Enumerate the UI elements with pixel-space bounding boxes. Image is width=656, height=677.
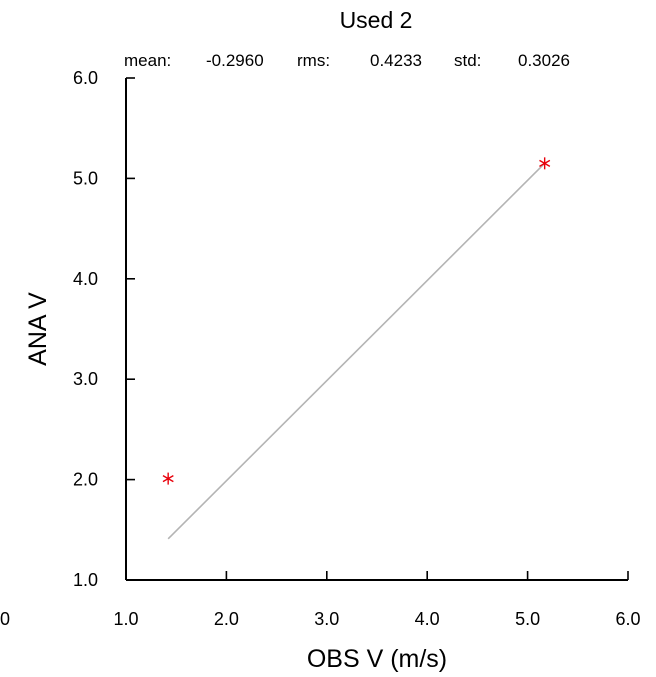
stats-row: mean: -0.2960 rms: 0.4233 std: 0.3026 xyxy=(124,51,570,70)
x-tick-label: 6.0 xyxy=(615,609,640,629)
x-axis-title: OBS V (m/s) xyxy=(307,645,447,673)
stat-std-label: std: xyxy=(454,51,481,70)
x-tick-label-extra: 0 xyxy=(0,609,10,629)
y-axis-title: ANA V xyxy=(24,292,52,366)
stat-mean-value: -0.2960 xyxy=(206,51,264,70)
y-tick-label: 2.0 xyxy=(73,470,98,490)
fit-line xyxy=(167,162,546,540)
data-point xyxy=(539,157,551,170)
x-tick-label: 2.0 xyxy=(214,609,239,629)
data-point xyxy=(162,472,174,485)
y-tick-label: 4.0 xyxy=(73,269,98,289)
data-points xyxy=(162,157,551,485)
x-tick-label: 5.0 xyxy=(515,609,540,629)
x-tick-label: 4.0 xyxy=(415,609,440,629)
x-tick-label: 1.0 xyxy=(113,609,138,629)
stat-rms-value: 0.4233 xyxy=(370,51,422,70)
y-tick-label: 6.0 xyxy=(73,68,98,88)
y-tick-label: 1.0 xyxy=(73,570,98,590)
y-tick-label: 5.0 xyxy=(73,168,98,188)
y-axis-ticks: 1.0 2.0 3.0 4.0 5.0 6.0 xyxy=(73,68,135,590)
x-axis-ticks: 1.0 2.0 3.0 4.0 5.0 6.0 xyxy=(113,571,641,629)
chart-title: Used 2 xyxy=(340,7,413,33)
y-tick-label: 3.0 xyxy=(73,369,98,389)
stat-mean-label: mean: xyxy=(124,51,171,70)
x-tick-label: 3.0 xyxy=(314,609,339,629)
stat-std-value: 0.3026 xyxy=(518,51,570,70)
stat-rms-label: rms: xyxy=(297,51,330,70)
